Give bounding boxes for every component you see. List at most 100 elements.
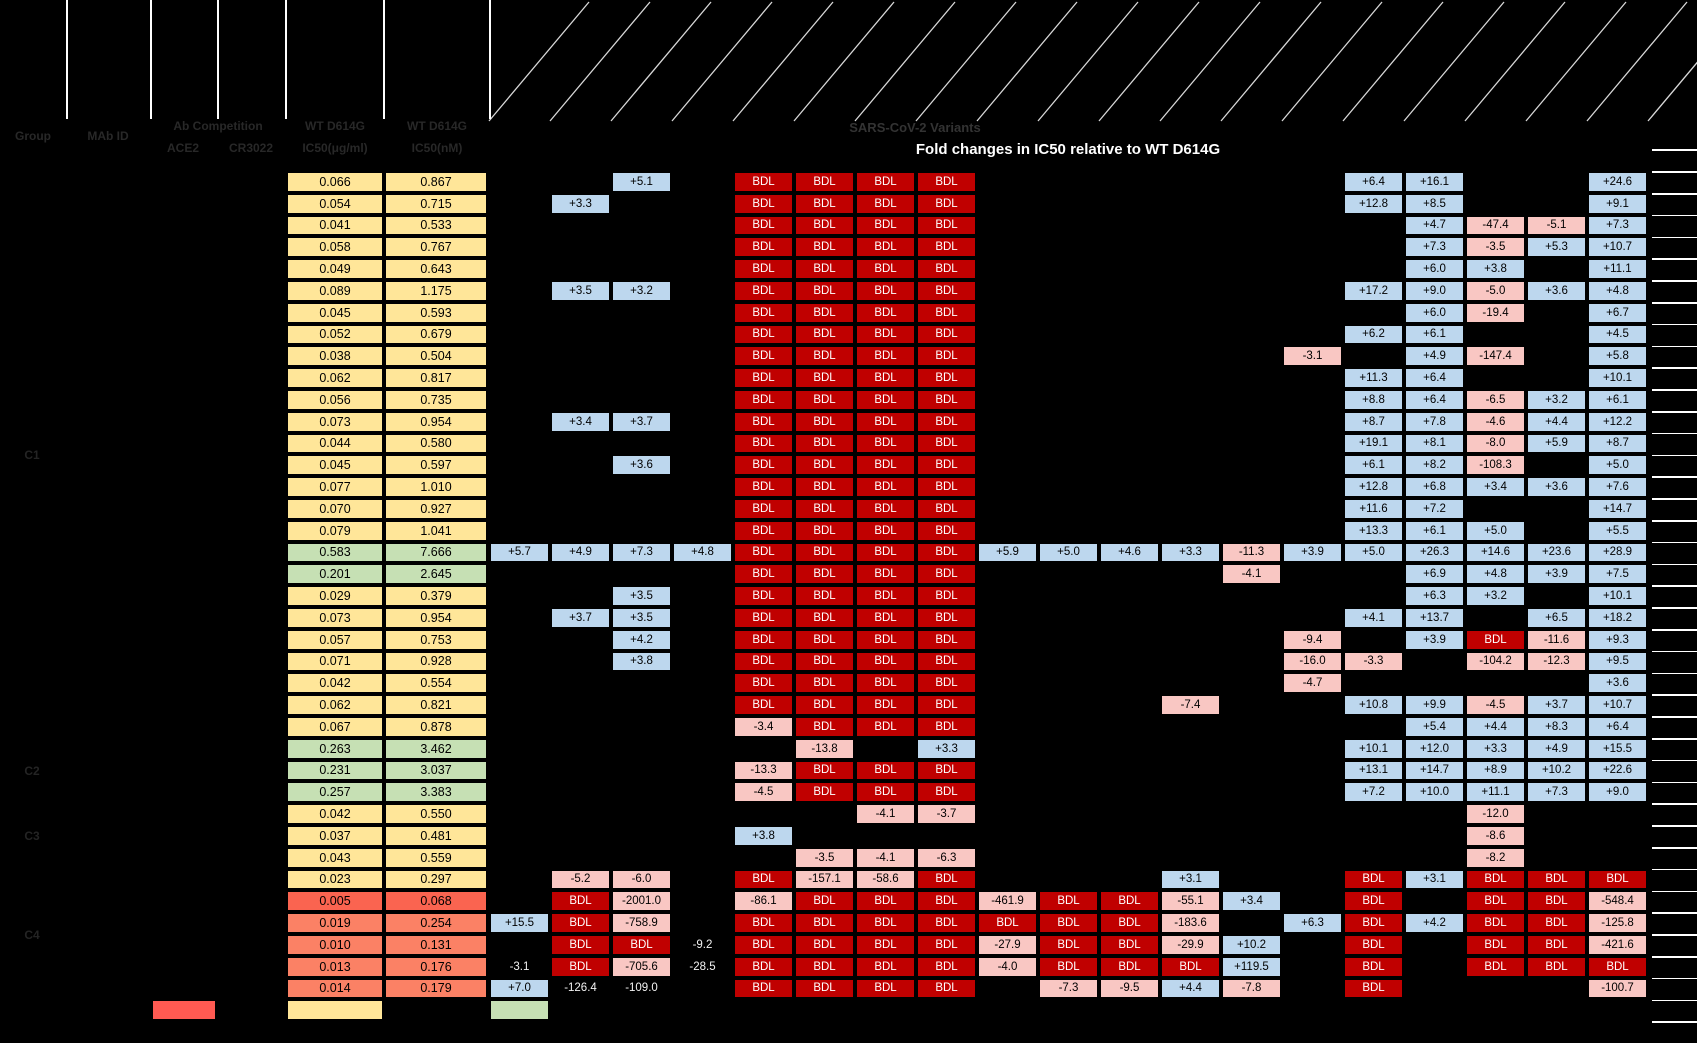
fold-change-cell: +6.1 xyxy=(1405,324,1464,345)
bdl-cell: BDL xyxy=(795,390,854,410)
fold-change-cell: +4.8 xyxy=(1466,564,1525,585)
fold-change-cell: +4.7 xyxy=(1405,215,1464,236)
bdl-cell: BDL xyxy=(856,215,915,236)
fold-change-cell: +7.6 xyxy=(1588,477,1647,497)
bdl-cell: BDL xyxy=(1588,956,1647,977)
bdl-cell: BDL xyxy=(1466,891,1525,912)
bdl-cell: BDL xyxy=(734,346,793,367)
fold-change-cell: +5.0 xyxy=(1039,542,1098,563)
bdl-cell: BDL xyxy=(795,651,854,672)
fold-change-cell: +4.4 xyxy=(1466,717,1525,737)
bdl-cell: BDL xyxy=(795,520,854,541)
row-tick xyxy=(1652,977,1697,980)
fold-change-cell: +3.7 xyxy=(612,411,671,432)
fold-change-cell: +3.4 xyxy=(551,411,610,432)
bdl-cell: BDL xyxy=(917,302,976,323)
bdl-cell: BDL xyxy=(795,673,854,694)
row-tick xyxy=(1652,367,1697,369)
fold-change-cell: +26.3 xyxy=(1405,542,1464,563)
row-tick xyxy=(1652,956,1697,958)
fold-change-cell: +15.5 xyxy=(1588,738,1647,759)
ic50-ugml-cell: 0.052 xyxy=(287,324,383,345)
header-group: Group xyxy=(15,129,51,143)
fold-change-cell: -55.1 xyxy=(1161,891,1220,912)
fold-change-cell: +6.9 xyxy=(1405,564,1464,585)
bdl-cell: BDL xyxy=(917,281,976,301)
fold-change-cell: -6.3 xyxy=(917,847,976,868)
bdl-cell: BDL xyxy=(795,760,854,781)
bdl-cell: BDL xyxy=(917,259,976,279)
ic50-nm-cell: 0.131 xyxy=(385,935,487,955)
ic50-nm-cell: 0.580 xyxy=(385,433,487,454)
ic50-nm-cell: 0.878 xyxy=(385,717,487,737)
bdl-cell: BDL xyxy=(856,172,915,192)
ic50-ugml-cell: 0.023 xyxy=(287,869,383,890)
bdl-cell: BDL xyxy=(734,542,793,563)
bdl-cell: BDL xyxy=(856,259,915,279)
fold-change-cell: -6.0 xyxy=(612,869,671,890)
bdl-cell: BDL xyxy=(917,651,976,672)
fold-change-cell: -3.1 xyxy=(1283,346,1342,367)
bdl-cell: BDL xyxy=(856,281,915,301)
fold-change-cell: +4.5 xyxy=(1588,324,1647,345)
bdl-cell: BDL xyxy=(917,956,976,977)
fold-change-cell: -705.6 xyxy=(612,956,671,977)
bdl-cell: BDL xyxy=(1527,956,1586,977)
bdl-cell: BDL xyxy=(1466,869,1525,890)
fold-change-cell: +3.2 xyxy=(1466,586,1525,606)
fold-change-cell: -12.3 xyxy=(1527,651,1586,672)
bdl-cell: BDL xyxy=(734,368,793,388)
fold-change-cell: -3.4 xyxy=(734,717,793,737)
ic50-nm-cell: 0.068 xyxy=(385,891,487,912)
fold-change-cell: +3.3 xyxy=(1466,738,1525,759)
fold-change-cell: +10.1 xyxy=(1588,586,1647,606)
bdl-cell: BDL xyxy=(1039,891,1098,912)
row-tick xyxy=(1652,738,1697,740)
bdl-cell: BDL xyxy=(856,302,915,323)
fold-change-cell: +7.3 xyxy=(612,542,671,563)
fold-change-cell: +3.1 xyxy=(1405,869,1464,890)
bdl-cell: BDL xyxy=(1100,956,1159,977)
fold-change-cell: +7.5 xyxy=(1588,564,1647,585)
bdl-cell: BDL xyxy=(917,586,976,606)
fold-change-cell: +6.4 xyxy=(1405,390,1464,410)
ic50-nm-cell: 0.176 xyxy=(385,956,487,977)
bdl-cell: BDL xyxy=(1344,935,1403,955)
bdl-cell: BDL xyxy=(917,411,976,432)
fold-change-cell: +6.5 xyxy=(1527,608,1586,628)
ic50-ugml-cell: 0.044 xyxy=(287,433,383,454)
fold-change-cell: +3.5 xyxy=(551,281,610,301)
fold-change-cell: +9.1 xyxy=(1588,193,1647,214)
fold-change-cell: +3.8 xyxy=(734,826,793,846)
fold-change-cell: -157.1 xyxy=(795,869,854,890)
ic50-ugml-cell: 0.054 xyxy=(287,193,383,214)
fold-change-cell: -13.3 xyxy=(734,760,793,781)
bdl-cell: BDL xyxy=(734,520,793,541)
fold-change-cell: -9.5 xyxy=(1100,978,1159,999)
bdl-cell: BDL xyxy=(734,956,793,977)
fold-change-cell: +3.5 xyxy=(612,608,671,628)
fold-change-cell: -3.1 xyxy=(509,960,530,973)
fold-change-cell: +10.2 xyxy=(1222,935,1281,955)
fold-change-cell: +4.8 xyxy=(1588,281,1647,301)
bdl-cell: BDL xyxy=(917,673,976,694)
fold-change-cell: +8.2 xyxy=(1405,455,1464,476)
ic50-nm-cell: 0.927 xyxy=(385,499,487,519)
ic50-ugml-cell: 0.045 xyxy=(287,455,383,476)
fold-change-cell: -548.4 xyxy=(1588,891,1647,912)
bdl-cell: BDL xyxy=(1161,956,1220,977)
ic50-nm-cell: 3.383 xyxy=(385,782,487,803)
row-tick xyxy=(1652,411,1697,413)
bdl-cell: BDL xyxy=(795,172,854,192)
fold-change-cell: +18.2 xyxy=(1588,608,1647,628)
bdl-cell: BDL xyxy=(856,673,915,694)
bdl-cell: BDL xyxy=(1100,891,1159,912)
row-tick xyxy=(1652,868,1697,871)
fold-change-cell: -86.1 xyxy=(734,891,793,912)
fold-change-cell: +8.3 xyxy=(1527,717,1586,737)
fold-change-cell: +10.1 xyxy=(1344,738,1403,759)
fold-change-cell: +5.7 xyxy=(490,542,549,563)
fold-change-cell: +3.4 xyxy=(1222,891,1281,912)
ic50-ugml-cell: 0.013 xyxy=(287,956,383,977)
